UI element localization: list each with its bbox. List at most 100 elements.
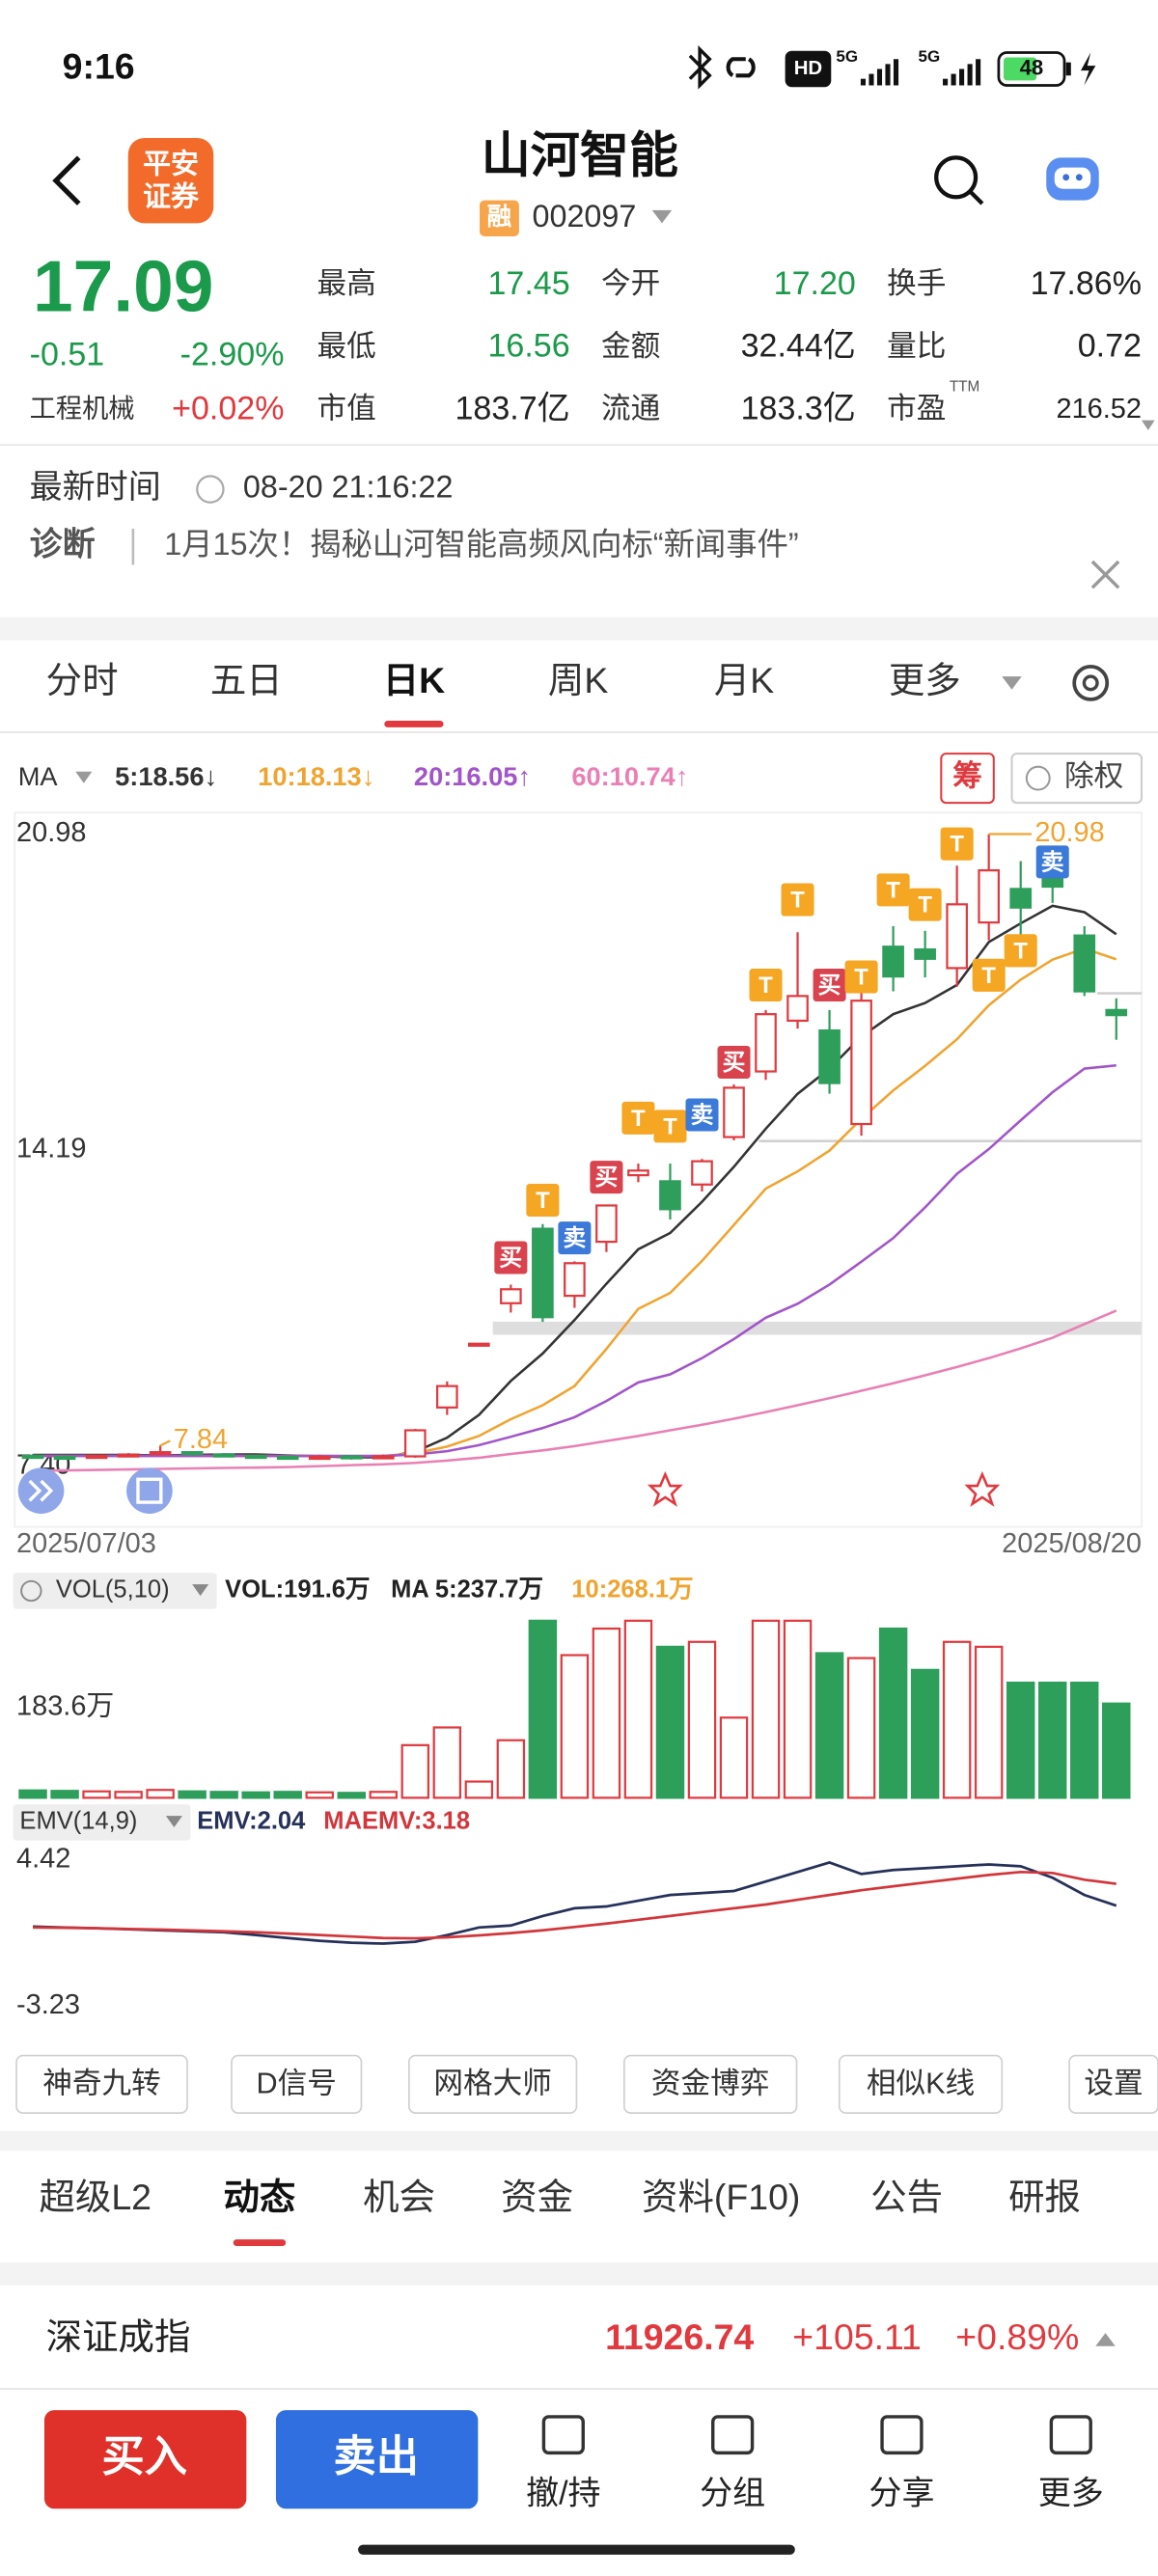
search-button[interactable] xyxy=(934,155,979,200)
signal-badge xyxy=(685,1098,719,1132)
volume-bar xyxy=(783,1619,813,1799)
indicator-title: EMV(14,9) xyxy=(19,1808,137,1835)
broker-logo xyxy=(127,137,214,224)
period-tab[interactable]: 日K xyxy=(383,660,445,700)
stat-suffix: TTM xyxy=(950,379,979,396)
tool-label[interactable]: 相似K线 xyxy=(867,2067,975,2099)
action-label[interactable]: 分组 xyxy=(700,2476,765,2512)
emv-line xyxy=(33,1870,1117,1940)
event-star xyxy=(647,1470,683,1507)
signal-badge xyxy=(844,960,878,994)
signal-badge xyxy=(813,969,846,1002)
signal-label: T xyxy=(854,965,868,991)
candle-body xyxy=(117,1453,140,1458)
stat-label: 流通 xyxy=(601,393,660,425)
section-tab[interactable]: 超级L2 xyxy=(39,2177,152,2217)
tool-label[interactable]: 资金博弈 xyxy=(651,2067,770,2099)
network-label: 5G xyxy=(918,47,940,66)
signal-label: T xyxy=(631,1106,646,1132)
volume-bar xyxy=(1037,1681,1067,1799)
back-button[interactable] xyxy=(52,155,81,206)
section-tab[interactable]: 资金 xyxy=(501,2177,573,2217)
stat-label: 换手 xyxy=(887,267,946,300)
action-label[interactable]: 更多 xyxy=(1038,2476,1104,2512)
chip-button[interactable]: 除权 xyxy=(1064,760,1123,793)
stock-code: 002097 xyxy=(532,199,636,233)
y-tick-label: 14.19 xyxy=(16,1134,86,1165)
price-change: -0.51 xyxy=(30,336,105,372)
stat-label: 市值 xyxy=(317,393,376,425)
emv-legend: MAEMV:3.18 xyxy=(323,1808,470,1835)
annotation-label: 7.84 xyxy=(174,1424,228,1455)
tool-label[interactable]: 神奇九转 xyxy=(42,2067,161,2099)
section-tab[interactable]: 动态 xyxy=(223,2177,295,2217)
stat-label: 金额 xyxy=(601,330,660,363)
period-tab[interactable]: 更多 xyxy=(889,660,961,700)
period-tab[interactable]: 分时 xyxy=(46,660,119,700)
section-gap xyxy=(0,2261,1158,2286)
ma-legend: 20:16.05↑ xyxy=(414,761,531,791)
candle-body xyxy=(723,1086,745,1138)
emv-legend: EMV:2.04 xyxy=(197,1808,306,1835)
annotation-label: 20.98 xyxy=(1034,817,1104,848)
sell-label[interactable]: 卖出 xyxy=(334,2433,420,2480)
support-band xyxy=(492,1321,1142,1335)
battery-tip xyxy=(1065,62,1071,76)
settings-button[interactable] xyxy=(1072,665,1110,701)
y-tick-label: 4.42 xyxy=(16,1844,70,1875)
tool-label[interactable]: 设置 xyxy=(1084,2067,1143,2099)
action-icon xyxy=(1049,2415,1092,2455)
signal-label: 卖 xyxy=(691,1102,714,1128)
ma-legend: 5:18.56↓ xyxy=(115,761,217,791)
signal-label: 买 xyxy=(723,1050,746,1076)
candle-body xyxy=(308,1455,331,1461)
signal-badge xyxy=(1035,845,1069,879)
section-underline xyxy=(233,2239,287,2246)
ma-legend: 60:10.74↑ xyxy=(571,761,688,791)
nav-button[interactable] xyxy=(126,1467,173,1514)
candle-body xyxy=(850,1000,872,1126)
action-label[interactable]: 撤/持 xyxy=(526,2476,600,2512)
indicator-dropdown xyxy=(165,1816,182,1828)
volume-bar xyxy=(496,1739,526,1799)
candle-body xyxy=(659,1180,681,1211)
stat-value: 183.3亿 xyxy=(741,390,856,426)
index-arrow xyxy=(1095,2333,1116,2346)
section-tab[interactable]: 公告 xyxy=(870,2177,943,2217)
chip-box xyxy=(940,753,995,805)
buy-label[interactable]: 买入 xyxy=(102,2433,188,2480)
section-tab[interactable]: 资料(F10) xyxy=(642,2177,800,2217)
signal-badge xyxy=(908,888,942,921)
network-label: 5G xyxy=(836,47,858,66)
candle-body xyxy=(212,1453,235,1458)
link-icon xyxy=(726,57,756,78)
volume-bar xyxy=(592,1627,621,1799)
candle-body xyxy=(755,1013,777,1073)
candle-body xyxy=(500,1288,522,1304)
chip-button[interactable]: 筹 xyxy=(952,760,982,793)
volume-bar xyxy=(114,1791,143,1799)
diagnosis-text[interactable]: 1月15次！揭秘山河智能高频风向标“新闻事件” xyxy=(164,527,798,562)
candle-body xyxy=(946,903,968,970)
period-tab[interactable]: 五日 xyxy=(210,660,283,700)
section-gap xyxy=(0,617,1158,641)
volume-bar xyxy=(273,1791,302,1799)
period-tab[interactable]: 周K xyxy=(548,660,608,700)
assistant-face xyxy=(1054,167,1091,189)
candle-body xyxy=(21,1454,44,1460)
tool-label[interactable]: 网格大师 xyxy=(433,2067,552,2099)
section-tab[interactable]: 机会 xyxy=(363,2177,435,2217)
expand-corner xyxy=(1141,420,1155,430)
period-tab[interactable]: 月K xyxy=(714,660,774,700)
candle-body xyxy=(786,995,809,1023)
industry-change: +0.02% xyxy=(172,390,284,426)
candle-body xyxy=(532,1227,554,1319)
action-label[interactable]: 分享 xyxy=(868,2476,934,2512)
signal-badge xyxy=(972,958,1006,992)
bluetooth-icon xyxy=(688,44,712,90)
signal-label: T xyxy=(1013,938,1028,964)
section-tab[interactable]: 研报 xyxy=(1008,2177,1081,2217)
x-tick-label: 2025/07/03 xyxy=(16,1528,156,1559)
tool-label[interactable]: D信号 xyxy=(257,2067,337,2099)
stat-value: 17.20 xyxy=(774,265,856,302)
